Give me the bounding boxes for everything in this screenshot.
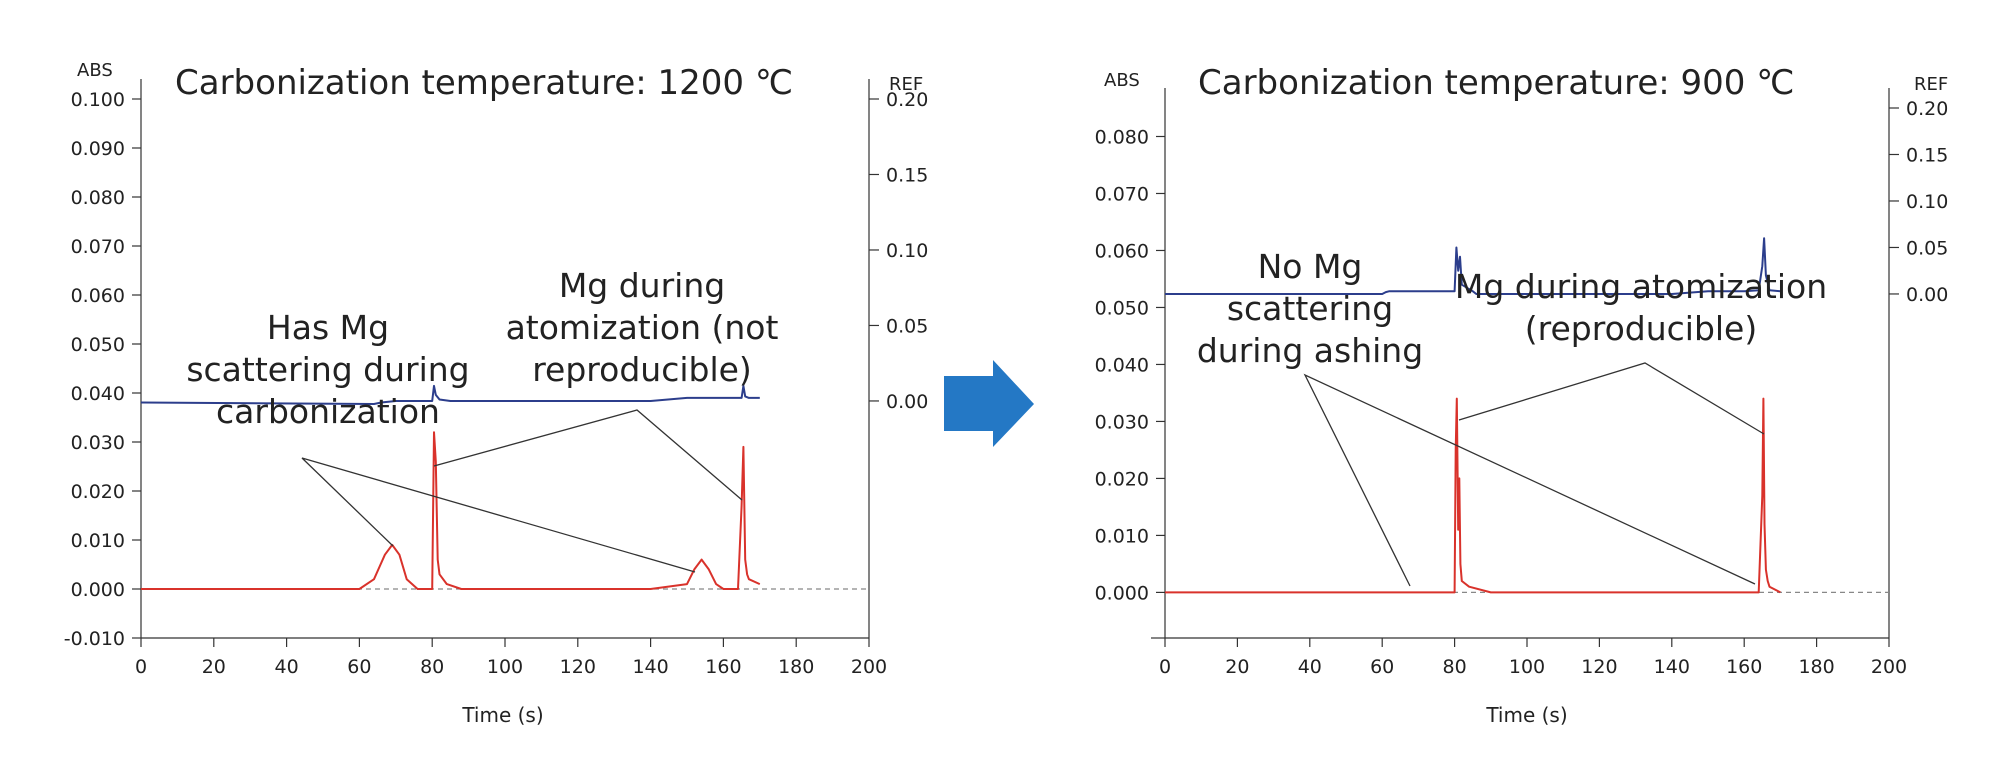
y2-tick-label: 0.10 [1906, 191, 1948, 213]
y-tick-label: 0.000 [71, 579, 125, 601]
annotation-line: Mg during atomization [1455, 267, 1827, 306]
y-tick-label: 0.080 [71, 187, 125, 209]
annotation-atomization-not-reproducible: Mg during atomization (not reproducible) [506, 266, 779, 389]
x-tick-label: 40 [275, 656, 299, 678]
y-tick-label: 0.010 [1095, 525, 1149, 547]
chart-title: Carbonization temperature: 1200 ℃ [175, 63, 793, 103]
leader-line [301, 457, 696, 573]
annotation-line: scattering during [186, 350, 469, 389]
chart-title: Carbonization temperature: 900 ℃ [1198, 63, 1794, 103]
x-tick-label: 200 [851, 656, 887, 678]
annotation-carbonization: Has Mg scattering during carbonization [186, 308, 469, 431]
y2-tick-label: 0.15 [886, 164, 928, 186]
y-tick-label: 0.060 [71, 285, 125, 307]
y2-tick-label: 0.20 [886, 89, 928, 111]
y-tick-label: 0.090 [71, 138, 125, 160]
y2-tick-label: 0.10 [886, 240, 928, 262]
y2-tick-label: 0.00 [1906, 284, 1948, 306]
y-tick-label: 0.100 [71, 89, 125, 111]
y2-tick-label: 0.00 [886, 391, 928, 413]
series-line-red [1165, 397, 1781, 594]
y-tick-label: 0.000 [1095, 582, 1149, 604]
annotation-line: carbonization [216, 392, 440, 431]
x-tick-label: 160 [705, 656, 741, 678]
annotation-line: scattering [1227, 289, 1393, 328]
y2-axis-label: REF [1914, 74, 1948, 95]
x-tick-label: 60 [1370, 656, 1394, 678]
leader-line [433, 409, 743, 501]
y2-axis-label: REF [889, 74, 923, 95]
x-tick-label: 120 [1581, 656, 1617, 678]
y-tick-label: 0.060 [1095, 240, 1149, 262]
y-tick-label: 0.030 [1095, 411, 1149, 433]
leader-line [1458, 362, 1765, 435]
x-tick-label: 200 [1871, 656, 1907, 678]
series-line-blue [1165, 237, 1781, 295]
y-tick-label: 0.070 [1095, 183, 1149, 205]
series-line-red [141, 431, 761, 590]
y-tick-label: 0.010 [71, 530, 125, 552]
y-axis-label: ABS [1104, 70, 1140, 91]
y-tick-label: 0.020 [1095, 468, 1149, 490]
right-arrow-icon [944, 360, 1034, 447]
y-axis-label: ABS [77, 60, 113, 81]
x-tick-label: 140 [1654, 656, 1690, 678]
y-tick-label: 0.080 [1095, 126, 1149, 148]
x-tick-label: 60 [347, 656, 371, 678]
x-tick-label: 0 [135, 656, 147, 678]
annotation-line: Has Mg [267, 308, 389, 347]
x-tick-label: 20 [202, 656, 226, 678]
chart-left: Carbonization temperature: 1200 ℃ ABS RE… [64, 60, 929, 727]
annotation-line: reproducible) [532, 350, 752, 389]
x-tick-label: 180 [778, 656, 814, 678]
annotation-line: No Mg [1258, 247, 1363, 286]
y-tick-label: 0.040 [71, 383, 125, 405]
annotation-leaders [1303, 362, 1765, 587]
annotation-no-scattering: No Mg scattering during ashing [1197, 247, 1423, 370]
x-tick-label: 80 [1443, 656, 1467, 678]
y-tick-label: 0.070 [71, 236, 125, 258]
y-tick-label: -0.010 [64, 628, 125, 650]
x-tick-label: 40 [1298, 656, 1322, 678]
x-tick-label: 100 [1509, 656, 1545, 678]
annotation-atomization-reproducible: Mg during atomization (reproducible) [1455, 267, 1827, 348]
x-tick-label: 120 [560, 656, 596, 678]
chart-right: Carbonization temperature: 900 ℃ ABS REF… [1095, 63, 1949, 727]
annotation-line: (reproducible) [1525, 309, 1757, 348]
x-tick-label: 100 [487, 656, 523, 678]
y-tick-label: 0.050 [1095, 297, 1149, 319]
y2-tick-label: 0.05 [1906, 237, 1948, 259]
annotation-line: Mg during [559, 266, 725, 305]
x-axis-label: Time (s) [1485, 703, 1567, 727]
x-tick-label: 160 [1726, 656, 1762, 678]
x-axis-label: Time (s) [461, 703, 543, 727]
x-tick-label: 140 [632, 656, 668, 678]
y2-tick-label: 0.20 [1906, 98, 1948, 120]
y2-tick-label: 0.05 [886, 315, 928, 337]
leader-line [1303, 373, 1756, 587]
x-tick-label: 0 [1159, 656, 1171, 678]
x-tick-label: 20 [1225, 656, 1249, 678]
annotation-line: during ashing [1197, 331, 1423, 370]
x-tick-label: 180 [1798, 656, 1834, 678]
series-line-blue [140, 384, 760, 405]
annotation-line: atomization (not [506, 308, 779, 347]
annotation-leaders [301, 409, 743, 573]
y-tick-label: 0.020 [71, 481, 125, 503]
x-tick-label: 80 [420, 656, 444, 678]
y2-tick-label: 0.15 [1906, 144, 1948, 166]
y-tick-label: 0.030 [71, 432, 125, 454]
y-tick-label: 0.040 [1095, 354, 1149, 376]
y-tick-label: 0.050 [71, 334, 125, 356]
